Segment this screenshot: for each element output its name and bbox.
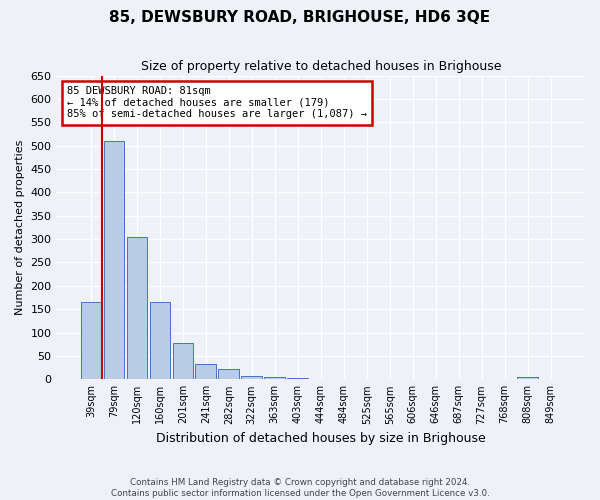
Bar <box>241 376 262 380</box>
Bar <box>149 302 170 380</box>
Y-axis label: Number of detached properties: Number of detached properties <box>15 140 25 315</box>
Bar <box>517 377 538 380</box>
Bar <box>218 369 239 380</box>
Bar <box>127 237 147 380</box>
Text: 85 DEWSBURY ROAD: 81sqm
← 14% of detached houses are smaller (179)
85% of semi-d: 85 DEWSBURY ROAD: 81sqm ← 14% of detache… <box>67 86 367 120</box>
Bar <box>287 378 308 380</box>
Bar <box>196 364 216 380</box>
Text: 85, DEWSBURY ROAD, BRIGHOUSE, HD6 3QE: 85, DEWSBURY ROAD, BRIGHOUSE, HD6 3QE <box>109 10 491 25</box>
Title: Size of property relative to detached houses in Brighouse: Size of property relative to detached ho… <box>140 60 501 73</box>
Bar <box>265 377 285 380</box>
Text: Contains HM Land Registry data © Crown copyright and database right 2024.
Contai: Contains HM Land Registry data © Crown c… <box>110 478 490 498</box>
Bar <box>104 141 124 380</box>
X-axis label: Distribution of detached houses by size in Brighouse: Distribution of detached houses by size … <box>156 432 485 445</box>
Bar <box>80 302 101 380</box>
Bar <box>173 343 193 380</box>
